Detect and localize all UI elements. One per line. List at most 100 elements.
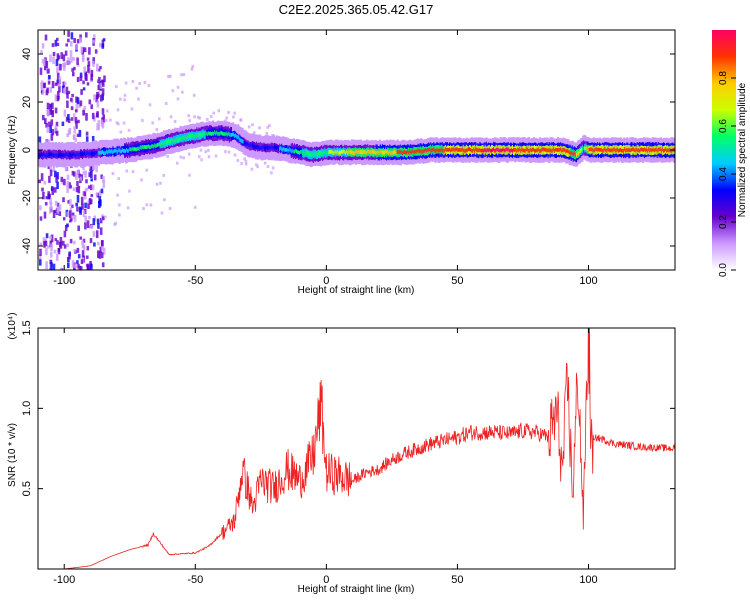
heatmap-cell [65,43,68,47]
heatmap-cell [65,167,69,171]
heatmap-cell [270,171,273,175]
heatmap-cell [70,32,74,40]
x-tick-label: 0 [323,574,329,586]
heatmap-cell [60,52,64,59]
heatmap-cell [50,133,54,141]
heatmap-cell [86,255,89,259]
y-tick-label: -20 [21,190,33,206]
heatmap-cell [49,202,53,209]
heatmap-cell [90,69,94,78]
x-tick-label: 50 [451,275,463,287]
heatmap-cell [127,128,131,132]
heatmap-cell [67,118,71,123]
heatmap-cell [180,73,183,77]
heatmap-cell [75,103,79,112]
heatmap-cell [71,68,74,72]
heatmap-cell [147,83,151,87]
heatmap-cell [119,97,122,101]
heatmap-cell [66,93,69,99]
heatmap-cell [76,206,79,212]
heatmap-cell [92,165,95,170]
x-tick-label: 100 [579,275,597,287]
heatmap-cell [63,230,67,238]
heatmap-cell [183,136,186,141]
heatmap-cell [209,115,213,118]
heatmap-cell [81,240,84,245]
heatmap-cell [63,244,67,249]
heatmap-cell [44,34,48,41]
heatmap-cell [86,57,90,61]
heatmap-cell [69,238,73,244]
heatmap-cell [55,121,59,127]
heatmap-cell [48,75,51,80]
heatmap-cell [131,80,135,83]
heatmap-cell [100,252,104,259]
heatmap-cell [87,203,90,209]
heatmap-cell [263,161,267,165]
heatmap-cell [69,50,73,57]
colorbar: 0.0 0.2 0.4 0.6 0.8 Normalized spectral ampl… [712,30,748,277]
heatmap-cell [101,262,105,268]
heatmap-cell [73,38,76,43]
heatmap-cell [45,196,49,200]
x-tick-label: 0 [323,275,329,287]
heatmap-cell [66,211,69,217]
heatmap-cell [123,93,127,97]
heatmap-cell [139,145,142,150]
heatmap-cell [129,147,132,151]
heatmap-cell [173,120,177,124]
heatmap-cell [109,118,112,122]
heatmap-cell [56,72,60,81]
heatmap-cell [89,225,92,229]
heatmap-cell [95,95,98,103]
x-tick-label: -50 [187,574,203,586]
heatmap-cell [47,191,50,198]
heatmap-cell [77,225,80,231]
heatmap-cell [48,121,51,127]
heatmap-cell [115,121,119,125]
heatmap-cell [155,128,159,132]
figure-title: C2E2.2025.365.05.42.G17 [279,2,434,17]
heatmap-cell [580,149,583,153]
heatmap-cell [64,153,67,158]
heatmap-cell [59,237,63,243]
heatmap-cell [40,173,44,181]
heatmap-cell [43,82,46,89]
heatmap-cell [86,151,89,156]
heatmap-cell [251,123,254,127]
heatmap-cell [51,81,55,89]
heatmap-cell [51,43,55,48]
heatmap-cell [52,263,56,270]
heatmap-cell [45,248,48,256]
heatmap-cell [62,54,66,62]
heatmap-cell [57,83,61,87]
heatmap-cell [82,110,85,116]
y-tick-label: 20 [21,96,33,108]
heatmap-cell [101,39,105,48]
heatmap-cell [271,134,274,137]
heatmap-cell [72,113,76,121]
heatmap-cell [52,210,56,218]
heatmap-cell [38,136,42,144]
heatmap-cell [42,191,45,200]
heatmap-cell [252,131,256,135]
heatmap-cell [49,54,52,63]
heatmap-cell [50,262,53,270]
heatmap-cell [200,158,203,162]
heatmap-cell [73,66,76,71]
heatmap-cell [62,153,65,158]
heatmap-cell [90,73,93,81]
spectrogram-panel: -100 -50 0 50 100 -40 -20 0 20 40 Height of stra… [7,29,676,296]
heatmap-cell [55,59,59,67]
heatmap-cell [196,115,200,119]
heatmap-cell [266,165,270,168]
heatmap-cell [72,187,76,192]
heatmap-cell [72,57,75,61]
heatmap-cell [99,217,103,224]
heatmap-cell [62,240,65,246]
heatmap-cell [71,260,75,268]
heatmap-cell [107,150,110,155]
heatmap-cell [569,151,572,156]
heatmap-cell [126,206,130,210]
heatmap-cell [68,210,72,218]
